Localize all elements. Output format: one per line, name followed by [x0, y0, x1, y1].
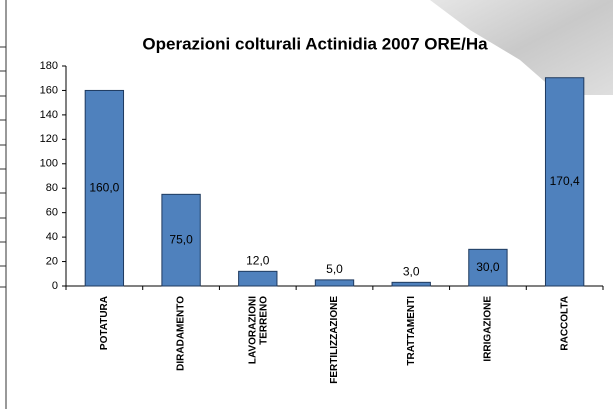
x-tick-label: LAVORAZIONITERRENO [247, 296, 269, 364]
y-tick-label: 40 [46, 231, 58, 243]
y-tick-label: 100 [40, 158, 58, 170]
y-tick-label: 0 [52, 280, 58, 292]
y-tick-label: 120 [40, 133, 58, 145]
value-label: 12,0 [246, 254, 270, 268]
x-tick-label: POTATURA [99, 296, 110, 350]
y-tick-label: 180 [40, 60, 58, 72]
x-tick-label: TRATTAMENTI [406, 296, 417, 366]
bar [238, 270, 278, 287]
y-tick-label: 140 [40, 109, 58, 121]
edge-ticks [0, 46, 6, 288]
y-tick-label: 80 [46, 182, 58, 194]
y-tick-label: 60 [46, 207, 58, 219]
x-tick-label: DIRADAMENTO [176, 296, 187, 371]
x-tick-label: FERTILIZZAZIONE [329, 296, 340, 384]
bar [314, 279, 355, 287]
chart-title: Operazioni colturali Actinidia 2007 ORE/… [142, 34, 488, 53]
x-tick-label: IRRIGAZIONE [483, 296, 494, 362]
value-label: 170,4 [550, 174, 580, 188]
bar [544, 77, 585, 287]
background-texture [430, 0, 613, 95]
bar [468, 248, 508, 287]
x-tick-label: RACCOLTA [559, 296, 570, 351]
value-label: 3,0 [403, 265, 420, 279]
value-label: 5,0 [326, 262, 343, 276]
bar [391, 281, 431, 287]
bar [161, 193, 201, 287]
value-label: 30,0 [476, 260, 500, 274]
value-label: 75,0 [169, 232, 193, 246]
bar [84, 89, 125, 287]
value-label: 160,0 [89, 180, 119, 194]
y-tick-label: 160 [40, 84, 58, 96]
y-tick-label: 20 [46, 255, 58, 267]
